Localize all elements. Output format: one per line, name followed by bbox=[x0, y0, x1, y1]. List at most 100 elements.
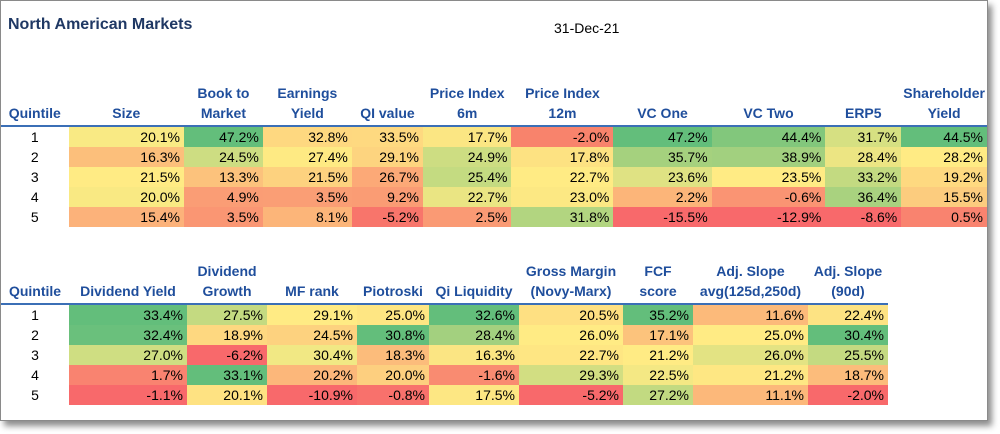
value-cell: 24.5% bbox=[183, 147, 263, 167]
value-cell: 28.4% bbox=[429, 325, 519, 345]
quintile-cell: 1 bbox=[1, 126, 69, 147]
value-cell: 30.4% bbox=[267, 345, 357, 365]
value-cell: -10.9% bbox=[267, 385, 357, 405]
value-cell: 22.5% bbox=[623, 365, 693, 385]
value-cell: 21.5% bbox=[68, 167, 184, 187]
value-cell: 35.2% bbox=[623, 304, 693, 325]
value-cell: 29.1% bbox=[267, 304, 357, 325]
value-cell: 11.1% bbox=[693, 385, 808, 405]
value-cell: -8.6% bbox=[825, 207, 902, 227]
column-header: QI value bbox=[360, 105, 415, 121]
column-header: Qi Liquidity bbox=[435, 283, 513, 299]
value-cell: 18.3% bbox=[357, 345, 429, 365]
report-date: 31-Dec-21 bbox=[554, 20, 620, 36]
column-header: MF rank bbox=[285, 283, 339, 299]
table-row: 1 33.4% 27.5% 29.1% 25.0% 32.6% 20.5% 35.2% 11.6… bbox=[1, 304, 888, 325]
value-cell: 2.2% bbox=[613, 187, 712, 207]
table-row: 5 -1.1% 20.1% -10.9% -0.8% 17.5% -5.2% 27.2% 11.… bbox=[1, 385, 888, 405]
value-cell: 27.4% bbox=[262, 147, 352, 167]
value-cell: 13.3% bbox=[183, 167, 263, 187]
quintile-cell: 2 bbox=[1, 147, 69, 167]
value-cell: 2.5% bbox=[423, 207, 512, 227]
value-cell: 1.7% bbox=[69, 365, 187, 385]
value-cell: 31.8% bbox=[511, 207, 614, 227]
column-header: Dividend Growth bbox=[197, 263, 257, 299]
value-cell: 27.0% bbox=[69, 345, 187, 365]
column-header: VC One bbox=[637, 105, 688, 121]
quintile-cell: 2 bbox=[1, 325, 69, 345]
value-cell: 25.0% bbox=[357, 304, 429, 325]
value-cell: 33.5% bbox=[351, 126, 423, 147]
value-cell: 19.2% bbox=[901, 167, 987, 187]
page-title: North American Markets bbox=[8, 16, 193, 33]
value-cell: 22.4% bbox=[808, 304, 888, 325]
column-header: Shareholder Yield bbox=[903, 85, 985, 121]
value-cell: 27.5% bbox=[187, 304, 267, 325]
value-cell: 26.7% bbox=[351, 167, 423, 187]
column-header: Size bbox=[112, 105, 141, 121]
value-cell: 22.7% bbox=[511, 167, 614, 187]
value-cell: 20.1% bbox=[68, 126, 184, 147]
value-cell: -6.2% bbox=[187, 345, 267, 365]
value-cell: 20.0% bbox=[68, 187, 184, 207]
value-cell: 18.9% bbox=[187, 325, 267, 345]
value-cell: 3.5% bbox=[183, 207, 263, 227]
table-row: 2 16.3% 24.5% 27.4% 29.1% 24.9% 17.8% 35.7% 38.9… bbox=[1, 147, 987, 167]
column-header: Piotroski bbox=[363, 283, 423, 299]
table-row: 1 20.1% 47.2% 32.8% 33.5% 17.7% -2.0% 47.2% 44.4… bbox=[1, 126, 987, 147]
value-cell: 17.7% bbox=[423, 126, 512, 147]
value-cell: 33.1% bbox=[187, 365, 267, 385]
value-cell: 28.4% bbox=[825, 147, 902, 167]
quintile-table-1: Quintile Size Book to Market Earnings Yield… bbox=[1, 83, 987, 227]
value-cell: 21.5% bbox=[262, 167, 352, 187]
value-cell: 23.5% bbox=[711, 167, 826, 187]
value-cell: 31.7% bbox=[825, 126, 902, 147]
value-cell: 32.6% bbox=[429, 304, 519, 325]
value-cell: 21.2% bbox=[693, 365, 808, 385]
value-cell: -0.6% bbox=[711, 187, 826, 207]
value-cell: 3.5% bbox=[262, 187, 352, 207]
table-header-row: Quintile Dividend Yield Dividend Growth MF … bbox=[1, 261, 888, 304]
value-cell: 11.6% bbox=[693, 304, 808, 325]
value-cell: 32.8% bbox=[262, 126, 352, 147]
table-row: 5 15.4% 3.5% 8.1% -5.2% 2.5% 31.8% -15.5% -12.9%… bbox=[1, 207, 987, 227]
value-cell: 30.8% bbox=[357, 325, 429, 345]
column-header: Gross Margin (Novy-Marx) bbox=[525, 263, 617, 299]
value-cell: -2.0% bbox=[808, 385, 888, 405]
value-cell: 20.2% bbox=[267, 365, 357, 385]
value-cell: 23.0% bbox=[511, 187, 614, 207]
value-cell: 44.5% bbox=[901, 126, 987, 147]
value-cell: 20.0% bbox=[357, 365, 429, 385]
column-header: Price Index 12m bbox=[525, 85, 600, 121]
value-cell: 36.4% bbox=[825, 187, 902, 207]
value-cell: 15.5% bbox=[901, 187, 987, 207]
value-cell: 38.9% bbox=[711, 147, 826, 167]
table-row: 4 20.0% 4.9% 3.5% 9.2% 22.7% 23.0% 2.2% -0.6% 36.… bbox=[1, 187, 987, 207]
value-cell: 44.4% bbox=[711, 126, 826, 147]
value-cell: 33.4% bbox=[69, 304, 187, 325]
value-cell: 47.2% bbox=[613, 126, 712, 147]
value-cell: 24.5% bbox=[267, 325, 357, 345]
table-header-row: Quintile Size Book to Market Earnings Yield… bbox=[1, 83, 987, 126]
value-cell: 16.3% bbox=[429, 345, 519, 365]
column-header: ERP5 bbox=[844, 105, 882, 121]
column-header: VC Two bbox=[743, 105, 794, 121]
value-cell: 0.5% bbox=[901, 207, 987, 227]
column-header: Dividend Yield bbox=[80, 283, 176, 299]
quintile-cell: 4 bbox=[1, 187, 69, 207]
value-cell: 15.4% bbox=[68, 207, 184, 227]
table-row: 4 1.7% 33.1% 20.2% 20.0% -1.6% 29.3% 22.5% 21.2%… bbox=[1, 365, 888, 385]
value-cell: 25.0% bbox=[693, 325, 808, 345]
table-row: 3 21.5% 13.3% 21.5% 26.7% 25.4% 22.7% 23.6% 23.5… bbox=[1, 167, 987, 187]
value-cell: 26.0% bbox=[693, 345, 808, 365]
value-cell: -15.5% bbox=[613, 207, 712, 227]
column-header: Adj. Slope (90d) bbox=[813, 263, 883, 299]
value-cell: 29.3% bbox=[519, 365, 623, 385]
quintile-cell: 3 bbox=[1, 345, 69, 365]
value-cell: -0.8% bbox=[357, 385, 429, 405]
value-cell: 33.2% bbox=[825, 167, 902, 187]
value-cell: 17.8% bbox=[511, 147, 614, 167]
value-cell: 28.2% bbox=[901, 147, 987, 167]
value-cell: 24.9% bbox=[423, 147, 512, 167]
value-cell: 20.1% bbox=[187, 385, 267, 405]
